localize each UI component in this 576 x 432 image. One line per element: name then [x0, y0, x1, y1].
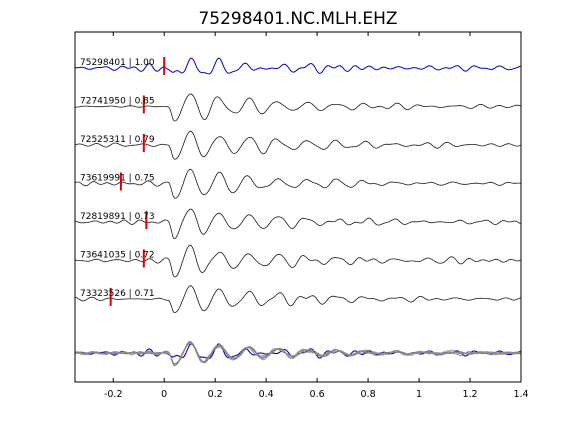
- trace-group: [74, 57, 521, 314]
- x-tick-label: -0.2: [104, 389, 123, 400]
- trace-waveform: [74, 208, 521, 240]
- trace-waveform: [74, 130, 521, 160]
- stack-overlay-trace: [74, 340, 521, 367]
- x-tick-label: 1.4: [513, 389, 528, 400]
- pick-markers: [109, 57, 166, 306]
- x-axis: -0.2 0 0.2 0.4 0.6 0.8 1 1.2 1.4: [104, 32, 529, 400]
- x-tick-label: 0.8: [361, 389, 376, 400]
- trace-labels: 75298401 | 1.00 72741950 | 0.85 72525311 |…: [80, 58, 155, 299]
- trace-label: 73323526 | 0.71: [80, 289, 155, 299]
- chart-title: 75298401.NC.MLH.EHZ: [198, 9, 397, 29]
- trace-waveform: [74, 285, 521, 314]
- trace-label: 75298401 | 1.00: [80, 58, 155, 68]
- x-tick-label: 0.2: [208, 389, 223, 400]
- trace-waveform: [74, 168, 521, 199]
- x-tick-label: 0.6: [310, 389, 325, 400]
- trace-label: 72741950 | 0.85: [80, 97, 155, 107]
- plot-frame: [74, 31, 522, 383]
- trace-waveform: [74, 244, 521, 278]
- trace-label: 73619991 | 0.75: [80, 174, 155, 184]
- x-tick-label: 1: [416, 389, 422, 400]
- trace-label: 72525311 | 0.79: [80, 135, 155, 145]
- x-tick-label: 0.4: [259, 389, 274, 400]
- trace-waveform: [74, 57, 521, 75]
- stack-overlay-trace: [74, 342, 521, 364]
- trace-waveform: [74, 93, 521, 122]
- trace-label: 73641035 | 0.72: [80, 251, 155, 261]
- x-tick-label: 1.2: [462, 389, 477, 400]
- trace-label: 72819891 | 0.73: [80, 212, 155, 222]
- x-tick-label: 0: [161, 389, 167, 400]
- stack-overlay: [74, 340, 521, 367]
